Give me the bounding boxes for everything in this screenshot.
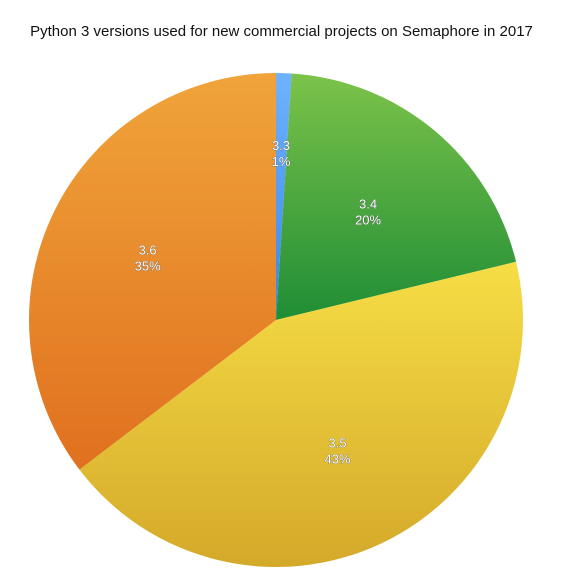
slice-label-3-4: 3.4 <box>359 196 377 211</box>
slice-percent-3-4: 20% <box>355 212 381 227</box>
pie-slice-3-3 <box>276 73 292 320</box>
slice-percent-3-6: 35% <box>135 258 161 273</box>
slice-label-3-6: 3.6 <box>139 242 157 257</box>
slice-percent-3-3: 1% <box>272 154 291 169</box>
slice-percent-3-5: 43% <box>325 451 351 466</box>
pie-labels: 3.31% 3.420% 3.543% 3.635% <box>134 138 382 467</box>
slice-label-3-3: 3.3 <box>272 138 290 153</box>
pie-slice-3-5 <box>79 261 524 568</box>
pie-slice-3-6 <box>28 72 277 470</box>
pie-slices <box>28 72 524 568</box>
pie-slice-3-4 <box>276 73 517 321</box>
chart-title: Python 3 versions used for new commercia… <box>30 23 533 40</box>
slice-label-3-5: 3.5 <box>329 435 347 450</box>
